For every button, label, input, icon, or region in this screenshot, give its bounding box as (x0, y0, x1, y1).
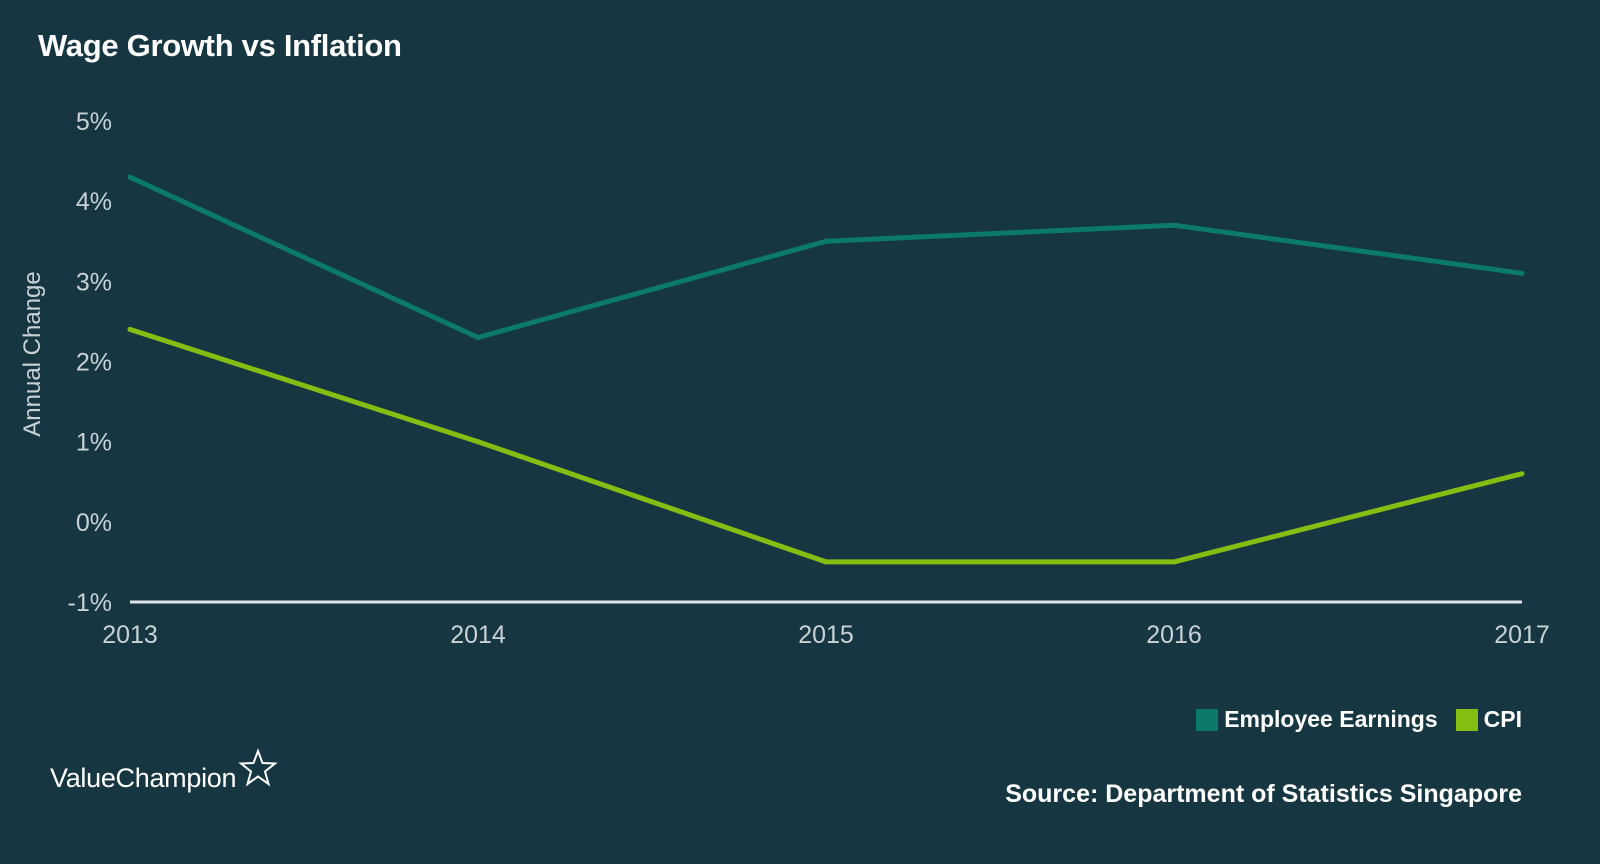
legend-swatch-cpi (1455, 708, 1478, 731)
y-tick-label: -1% (68, 589, 112, 617)
legend-swatch-employee-earnings (1196, 708, 1219, 731)
data-point-cpi (127, 326, 133, 332)
x-tick-label: 2016 (1146, 621, 1202, 649)
brand-name: ValueChampion (50, 763, 237, 793)
y-tick-label: 1% (76, 429, 112, 457)
y-axis-ticks: 5% 4% 3% 2% 1% 0% -1% (68, 108, 112, 617)
data-point-cpi (823, 559, 829, 565)
x-tick-label: 2013 (102, 621, 158, 649)
data-point-cpi (1519, 471, 1525, 477)
legend-entry-employee-earnings: Employee Earnings (1196, 706, 1438, 733)
data-point-employee-earnings (823, 238, 829, 244)
y-tick-label: 2% (76, 349, 112, 377)
y-tick-label: 3% (76, 268, 112, 296)
legend: Employee Earnings CPI (1196, 706, 1522, 733)
data-point-employee-earnings (127, 174, 133, 180)
legend-label-cpi: CPI (1483, 706, 1522, 732)
source-note: Source: Department of Statistics Singapo… (1005, 780, 1522, 808)
brand-logo: ValueChampion (50, 748, 278, 794)
star-outline-icon (238, 748, 278, 787)
y-axis-title: Annual Change (19, 271, 46, 436)
data-point-cpi (1171, 559, 1177, 565)
y-tick-label: 4% (76, 188, 112, 216)
x-tick-label: 2014 (450, 621, 506, 649)
data-point-employee-earnings (475, 334, 481, 340)
data-point-cpi (475, 439, 481, 445)
legend-label-employee-earnings: Employee Earnings (1224, 706, 1438, 732)
x-tick-label: 2015 (798, 621, 854, 649)
series-layer (127, 174, 1525, 565)
chart-title: Wage Growth vs Inflation (38, 28, 402, 63)
y-tick-label: 5% (76, 108, 112, 136)
data-point-employee-earnings (1519, 270, 1525, 276)
data-point-employee-earnings (1171, 222, 1177, 228)
series-line-employee-earnings (128, 174, 1523, 340)
y-tick-label: 0% (76, 509, 112, 537)
legend-entry-cpi: CPI (1455, 706, 1522, 733)
x-axis-ticks: 2013 2014 2015 2016 2017 (102, 621, 1550, 649)
x-tick-label: 2017 (1494, 621, 1550, 649)
series-line-cpi (129, 327, 1523, 565)
